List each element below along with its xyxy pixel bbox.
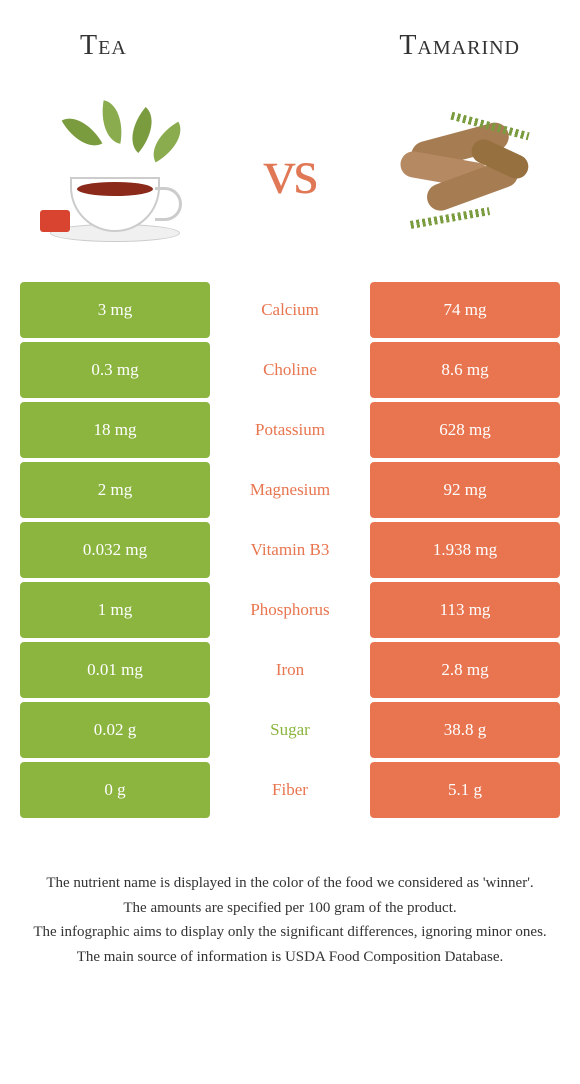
left-value: 3 mg: [20, 282, 210, 338]
table-row: 0.032 mgVitamin B31.938 mg: [20, 522, 560, 578]
right-value: 2.8 mg: [370, 642, 560, 698]
right-value: 92 mg: [370, 462, 560, 518]
nutrient-name: Sugar: [210, 702, 370, 758]
right-value: 628 mg: [370, 402, 560, 458]
footer-line: The main source of information is USDA F…: [30, 946, 550, 969]
table-row: 3 mgCalcium74 mg: [20, 282, 560, 338]
left-value: 0.3 mg: [20, 342, 210, 398]
footer-notes: The nutrient name is displayed in the co…: [20, 842, 560, 980]
footer-line: The amounts are specified per 100 gram o…: [30, 897, 550, 920]
nutrient-name: Magnesium: [210, 462, 370, 518]
tamarind-image: [370, 92, 550, 252]
right-value: 74 mg: [370, 282, 560, 338]
table-row: 2 mgMagnesium92 mg: [20, 462, 560, 518]
nutrient-name: Iron: [210, 642, 370, 698]
nutrient-name: Choline: [210, 342, 370, 398]
left-value: 18 mg: [20, 402, 210, 458]
left-value: 0.02 g: [20, 702, 210, 758]
right-value: 113 mg: [370, 582, 560, 638]
images-row: vs: [20, 72, 560, 282]
nutrient-name: Calcium: [210, 282, 370, 338]
left-value: 1 mg: [20, 582, 210, 638]
table-row: 1 mgPhosphorus113 mg: [20, 582, 560, 638]
left-value: 2 mg: [20, 462, 210, 518]
nutrient-name: Fiber: [210, 762, 370, 818]
nutrient-name: Potassium: [210, 402, 370, 458]
table-row: 0.3 mgCholine8.6 mg: [20, 342, 560, 398]
left-value: 0.01 mg: [20, 642, 210, 698]
infographic-container: Tea Tamarind vs 3 mgCalcium74 mg0.3 mgCh…: [0, 0, 580, 1000]
footer-line: The infographic aims to display only the…: [30, 921, 550, 944]
table-row: 0 gFiber5.1 g: [20, 762, 560, 818]
left-value: 0.032 mg: [20, 522, 210, 578]
nutrient-name: Phosphorus: [210, 582, 370, 638]
comparison-table: 3 mgCalcium74 mg0.3 mgCholine8.6 mg18 mg…: [20, 282, 560, 842]
left-food-title: Tea: [80, 30, 127, 62]
tamarind-illustration-icon: [380, 112, 540, 232]
right-value: 38.8 g: [370, 702, 560, 758]
header-row: Tea Tamarind: [20, 20, 560, 72]
right-value: 8.6 mg: [370, 342, 560, 398]
table-row: 0.02 gSugar38.8 g: [20, 702, 560, 758]
table-row: 18 mgPotassium628 mg: [20, 402, 560, 458]
tea-image: [30, 92, 210, 252]
table-row: 0.01 mgIron2.8 mg: [20, 642, 560, 698]
left-value: 0 g: [20, 762, 210, 818]
nutrient-name: Vitamin B3: [210, 522, 370, 578]
vs-label: vs: [264, 135, 317, 209]
footer-line: The nutrient name is displayed in the co…: [30, 872, 550, 895]
right-value: 1.938 mg: [370, 522, 560, 578]
right-value: 5.1 g: [370, 762, 560, 818]
tea-illustration-icon: [40, 102, 200, 242]
right-food-title: Tamarind: [399, 30, 520, 62]
